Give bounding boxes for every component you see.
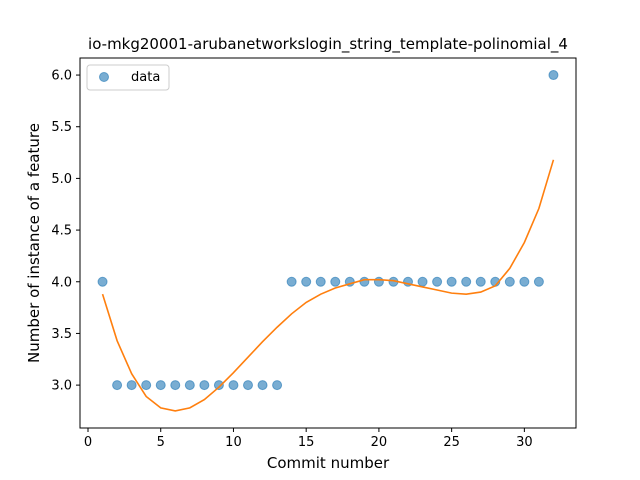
data-point xyxy=(446,276,457,287)
x-tick-label: 0 xyxy=(84,435,92,450)
data-point xyxy=(126,380,137,391)
data-point xyxy=(155,380,166,391)
y-tick-label: 4.5 xyxy=(51,224,72,239)
x-axis: 0 5 10 15 20 25 30 xyxy=(84,428,533,450)
x-tick-label: 20 xyxy=(371,435,388,450)
data-point xyxy=(533,276,544,287)
data-point xyxy=(519,276,530,287)
data-point xyxy=(286,276,297,287)
data-point xyxy=(373,276,384,287)
y-axis: 3.0 3.5 4.0 4.5 5.0 5.5 6.0 xyxy=(51,69,80,394)
x-tick-label: 10 xyxy=(225,435,242,450)
legend-box xyxy=(86,64,170,91)
x-tick-label: 25 xyxy=(443,435,460,450)
data-point xyxy=(330,276,341,287)
y-tick-label: 3.0 xyxy=(51,379,72,394)
data-point xyxy=(301,276,312,287)
data-point xyxy=(141,380,152,391)
y-tick-label: 6.0 xyxy=(51,69,72,84)
data-point xyxy=(170,380,181,391)
x-tick-label: 30 xyxy=(516,435,533,450)
y-tick-label: 4.0 xyxy=(51,275,72,290)
legend: data xyxy=(86,64,170,91)
x-tick-label: 15 xyxy=(298,435,315,450)
y-tick-label: 5.5 xyxy=(51,120,72,135)
data-point xyxy=(184,380,195,391)
legend-marker-data xyxy=(99,72,109,82)
data-point xyxy=(504,276,515,287)
x-tick-label: 5 xyxy=(157,435,165,450)
data-point xyxy=(272,380,283,391)
plot-area xyxy=(97,70,559,412)
data-point xyxy=(432,276,443,287)
data-point xyxy=(315,276,326,287)
data-point xyxy=(199,380,210,391)
data-point xyxy=(243,380,253,391)
data-point xyxy=(548,70,559,81)
x-axis-label: Commit number xyxy=(267,454,390,472)
y-axis-label: Number of instance of a feature xyxy=(25,123,43,363)
y-tick-label: 5.0 xyxy=(51,172,72,187)
data-point xyxy=(359,276,370,287)
chart-title: io-mkg20001-arubanetworkslogin_string_te… xyxy=(88,35,568,54)
data-point xyxy=(417,276,428,287)
data-point xyxy=(461,276,472,287)
data-point xyxy=(112,380,123,391)
data-point xyxy=(475,276,486,287)
legend-label-data: data xyxy=(131,70,160,85)
data-point xyxy=(213,380,224,391)
data-point xyxy=(257,380,268,391)
fit-line xyxy=(101,159,555,412)
data-point xyxy=(97,276,108,287)
y-tick-label: 3.5 xyxy=(51,327,72,342)
axes-frame xyxy=(79,57,577,429)
data-point xyxy=(228,380,239,391)
